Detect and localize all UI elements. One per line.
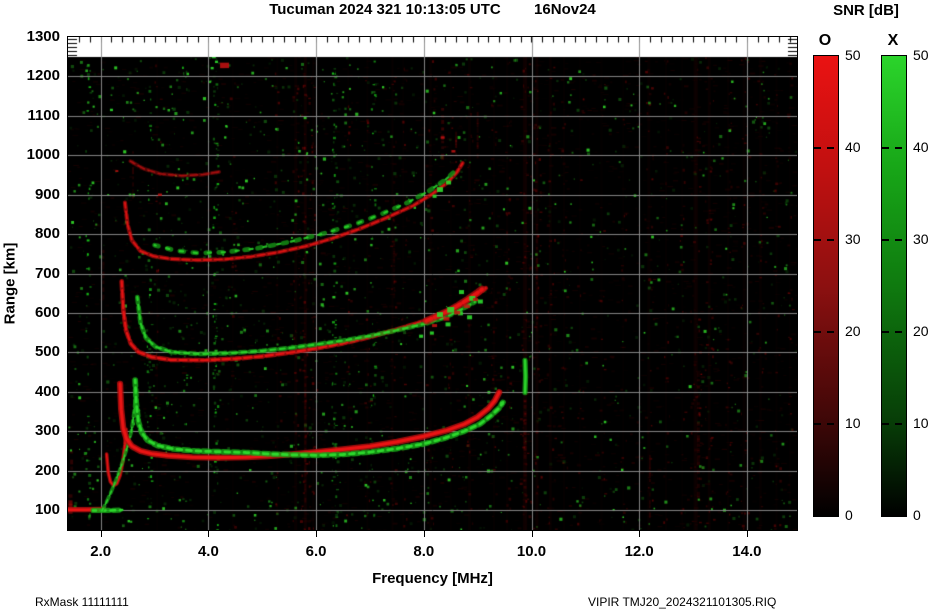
ionogram-canvas [68, 37, 797, 530]
colorbar-tick-dash [882, 239, 906, 241]
x-tick-label: 10.0 [516, 543, 547, 560]
colorbar-tick-label-o: 0 [845, 507, 853, 523]
x-tick-mark [208, 531, 210, 537]
colorbar-tick-dash [814, 239, 838, 241]
colorbar-o-mode [813, 55, 839, 517]
y-tick-label: 700 [34, 264, 60, 282]
colorbar-tick-label-x: 30 [913, 231, 929, 247]
colorbar-tick-label-o: 30 [845, 231, 861, 247]
y-tick-label: 900 [34, 185, 60, 203]
colorbar-title: SNR [dB] [833, 2, 899, 19]
x-tick-mark [639, 531, 641, 537]
x-tick-mark [316, 531, 318, 537]
colorbar-tick-label-o: 10 [845, 415, 861, 431]
x-tick-mark [423, 531, 425, 537]
y-tick-label: 100 [34, 501, 60, 519]
x-tick-mark [531, 531, 533, 537]
y-tick-label: 200 [34, 461, 60, 479]
x-axis-title: Frequency [MHz] [372, 570, 493, 587]
colorbar-tick-label-x: 50 [913, 47, 929, 63]
plot-area [67, 36, 798, 531]
x-tick-label: 14.0 [732, 543, 762, 560]
x-tick-mark [100, 531, 102, 537]
x-tick-label: 6.0 [305, 543, 327, 560]
colorbar-tick-label-x: 0 [913, 507, 921, 523]
y-tick-label: 400 [34, 382, 60, 400]
rxmask-text: RxMask 11111111 [35, 595, 129, 609]
x-tick-label: 2.0 [90, 543, 112, 560]
x-mode-label: X [887, 32, 899, 49]
y-tick-label: 1200 [26, 67, 60, 85]
colorbar-tick-label-x: 40 [913, 139, 929, 155]
colorbar-tick-dash [814, 147, 838, 149]
colorbar-tick-dash [882, 423, 906, 425]
x-tick-label: 8.0 [413, 543, 435, 560]
o-mode-label: O [818, 32, 832, 49]
data-file-text: VIPIR TMJ20_2024321101305.RIQ [588, 595, 777, 609]
colorbar-tick-label-o: 40 [845, 139, 861, 155]
plot-title: Tucuman 2024 321 10:13:05 UTC 16Nov24 [269, 1, 596, 18]
colorbar-tick-label-x: 10 [913, 415, 929, 431]
colorbar-tick-dash [814, 423, 838, 425]
y-tick-label: 300 [34, 422, 60, 440]
colorbar-tick-dash [882, 331, 906, 333]
y-tick-label: 1100 [27, 106, 60, 124]
colorbar-x-mode [881, 55, 907, 517]
colorbar-tick-label-o: 20 [845, 323, 861, 339]
y-tick-label: 1300 [26, 28, 60, 45]
colorbar-tick-label-o: 50 [845, 47, 861, 63]
colorbar-tick-dash [882, 147, 906, 149]
colorbar-tick-dash [814, 331, 838, 333]
y-tick-label: 1000 [26, 146, 60, 164]
x-tick-mark [746, 531, 748, 537]
y-tick-label: 500 [34, 343, 60, 361]
y-tick-label: 600 [34, 303, 60, 321]
x-tick-label: 12.0 [624, 543, 654, 560]
x-tick-label: 4.0 [197, 543, 219, 560]
colorbar-tick-label-x: 20 [913, 323, 929, 339]
y-tick-label: 800 [34, 225, 60, 243]
